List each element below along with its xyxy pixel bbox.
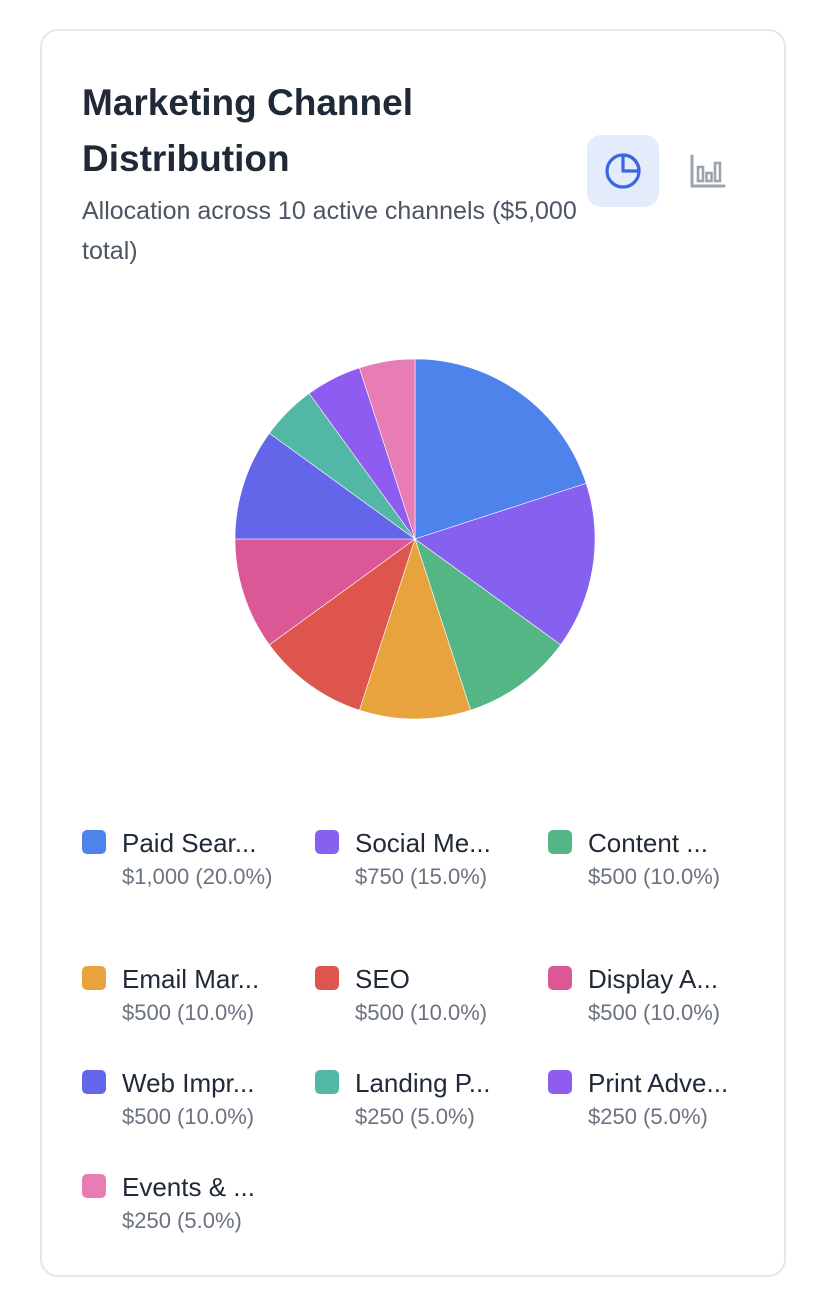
pie-chart-toggle-button[interactable] <box>587 135 659 207</box>
pie-slice[interactable] <box>414 358 587 540</box>
legend-swatch <box>82 966 106 990</box>
legend-swatch <box>548 1070 572 1094</box>
chart-card: Marketing Channel Distribution Allocatio… <box>40 29 786 1277</box>
legend-swatch <box>82 1070 106 1094</box>
legend-value: $500 (10.0%) <box>122 1104 255 1129</box>
legend-value: $500 (10.0%) <box>355 1000 488 1025</box>
card-subtitle: Allocation across 10 active channels ($5… <box>82 197 577 265</box>
legend-swatch <box>548 966 572 990</box>
legend-value: $500 (10.0%) <box>588 864 721 889</box>
bar-chart-toggle-button[interactable] <box>672 135 744 207</box>
pie-slice[interactable] <box>234 538 416 646</box>
pie-slice[interactable] <box>414 483 596 646</box>
legend-value: $500 (10.0%) <box>122 1000 255 1025</box>
legend-label: Events & ... <box>122 1172 255 1202</box>
legend-value: $750 (15.0%) <box>355 864 488 889</box>
pie-slice[interactable] <box>414 538 562 711</box>
pie-slice[interactable] <box>359 538 471 720</box>
legend-value: $1,000 (20.0%) <box>122 864 273 889</box>
legend-label: SEO <box>355 964 410 994</box>
legend-swatch <box>315 830 339 854</box>
legend-label: Content ... <box>588 828 708 858</box>
pie-chart <box>234 358 596 720</box>
legend-value: $500 (10.0%) <box>588 1000 721 1025</box>
pie-chart-icon <box>605 153 641 189</box>
legend-label: Web Impr... <box>122 1068 255 1098</box>
legend-swatch <box>82 830 106 854</box>
pie-slice[interactable] <box>359 358 416 540</box>
legend-value: $250 (5.0%) <box>122 1208 242 1233</box>
legend-label: Print Adve... <box>588 1068 729 1098</box>
pie-slice[interactable] <box>268 538 416 711</box>
pie-slice[interactable] <box>234 432 416 540</box>
legend-label: Display A... <box>588 964 719 994</box>
legend-label: Paid Sear... <box>122 828 257 858</box>
card-title: Marketing Channel Distribution <box>82 82 413 179</box>
legend-swatch <box>315 1070 339 1094</box>
legend-value: $250 (5.0%) <box>588 1104 708 1129</box>
legend-label: Social Me... <box>355 828 491 858</box>
legend-label: Email Mar... <box>122 964 260 994</box>
legend-swatch <box>82 1174 106 1198</box>
bar-chart-icon <box>690 154 726 188</box>
legend-label: Landing P... <box>355 1068 491 1098</box>
legend-swatch <box>548 830 572 854</box>
legend-value: $250 (5.0%) <box>355 1104 475 1129</box>
legend-swatch <box>315 966 339 990</box>
